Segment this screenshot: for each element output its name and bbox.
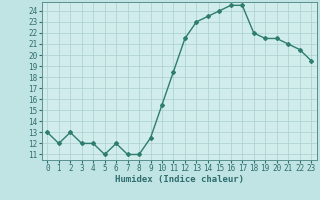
X-axis label: Humidex (Indice chaleur): Humidex (Indice chaleur) (115, 175, 244, 184)
